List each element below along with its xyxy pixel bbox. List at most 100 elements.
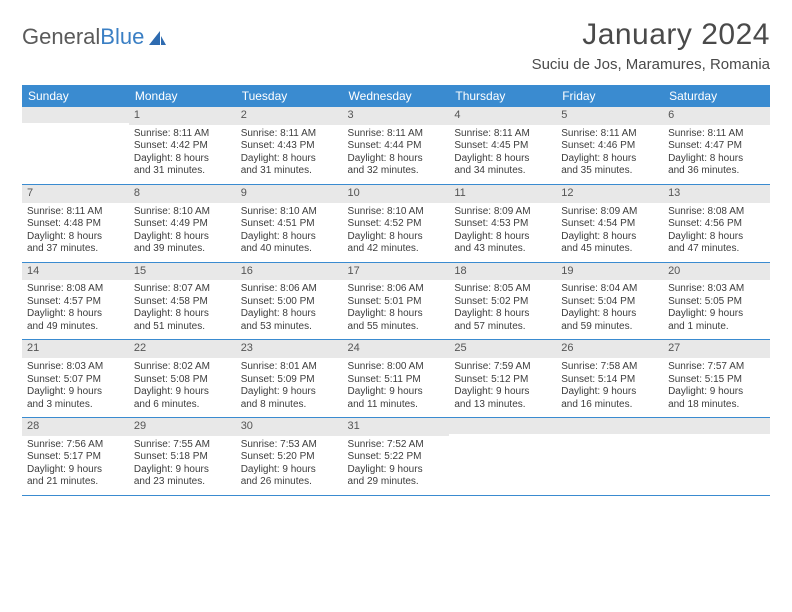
day-body: Sunrise: 8:10 AMSunset: 4:49 PMDaylight:… — [129, 203, 236, 262]
day-number: 16 — [236, 263, 343, 281]
calendar-table: Sunday Monday Tuesday Wednesday Thursday… — [22, 85, 770, 496]
day-line: Sunrise: 8:00 AM — [348, 361, 445, 374]
day-line: Sunrise: 7:57 AM — [668, 361, 765, 374]
day-line: Sunset: 4:47 PM — [668, 140, 765, 153]
day-line: Daylight: 9 hours — [241, 464, 338, 477]
day-line: Daylight: 8 hours — [454, 231, 551, 244]
day-line: Daylight: 9 hours — [134, 464, 231, 477]
day-line: and 26 minutes. — [241, 476, 338, 489]
day-line: Sunrise: 8:03 AM — [668, 283, 765, 296]
day-cell: 25Sunrise: 7:59 AMSunset: 5:12 PMDayligh… — [449, 340, 556, 418]
day-cell: 1Sunrise: 8:11 AMSunset: 4:42 PMDaylight… — [129, 107, 236, 184]
day-line: and 43 minutes. — [454, 243, 551, 256]
day-body — [449, 434, 556, 492]
logo: GeneralBlue — [22, 24, 167, 50]
day-line: Daylight: 8 hours — [27, 308, 124, 321]
day-cell: 17Sunrise: 8:06 AMSunset: 5:01 PMDayligh… — [343, 262, 450, 340]
day-number: 26 — [556, 340, 663, 358]
week-row: 7Sunrise: 8:11 AMSunset: 4:48 PMDaylight… — [22, 184, 770, 262]
day-line: Daylight: 8 hours — [134, 308, 231, 321]
day-line: Sunset: 5:22 PM — [348, 451, 445, 464]
day-line: and 13 minutes. — [454, 399, 551, 412]
day-cell — [22, 107, 129, 184]
day-number: 19 — [556, 263, 663, 281]
day-line: Sunset: 4:58 PM — [134, 296, 231, 309]
day-cell: 10Sunrise: 8:10 AMSunset: 4:52 PMDayligh… — [343, 184, 450, 262]
day-body: Sunrise: 7:52 AMSunset: 5:22 PMDaylight:… — [343, 436, 450, 495]
day-line: Sunset: 4:49 PM — [134, 218, 231, 231]
day-line: and 45 minutes. — [561, 243, 658, 256]
day-number: 23 — [236, 340, 343, 358]
day-body: Sunrise: 7:53 AMSunset: 5:20 PMDaylight:… — [236, 436, 343, 495]
day-line: Sunrise: 8:10 AM — [348, 206, 445, 219]
day-body: Sunrise: 8:03 AMSunset: 5:07 PMDaylight:… — [22, 358, 129, 417]
day-line: Sunrise: 8:05 AM — [454, 283, 551, 296]
day-line: Sunset: 4:48 PM — [27, 218, 124, 231]
day-body: Sunrise: 7:58 AMSunset: 5:14 PMDaylight:… — [556, 358, 663, 417]
day-body: Sunrise: 8:11 AMSunset: 4:44 PMDaylight:… — [343, 125, 450, 184]
day-cell — [663, 418, 770, 496]
day-line: Daylight: 8 hours — [27, 231, 124, 244]
day-number: 8 — [129, 185, 236, 203]
day-line: and 47 minutes. — [668, 243, 765, 256]
day-cell: 20Sunrise: 8:03 AMSunset: 5:05 PMDayligh… — [663, 262, 770, 340]
day-number: 9 — [236, 185, 343, 203]
dayhead-sun: Sunday — [22, 85, 129, 107]
day-line: Sunset: 4:52 PM — [348, 218, 445, 231]
day-line: and 23 minutes. — [134, 476, 231, 489]
day-cell: 9Sunrise: 8:10 AMSunset: 4:51 PMDaylight… — [236, 184, 343, 262]
dayhead-wed: Wednesday — [343, 85, 450, 107]
day-cell: 19Sunrise: 8:04 AMSunset: 5:04 PMDayligh… — [556, 262, 663, 340]
day-line: Sunset: 5:17 PM — [27, 451, 124, 464]
day-line: Daylight: 8 hours — [134, 153, 231, 166]
day-body: Sunrise: 8:01 AMSunset: 5:09 PMDaylight:… — [236, 358, 343, 417]
day-line: Sunrise: 8:11 AM — [27, 206, 124, 219]
day-number: 3 — [343, 107, 450, 125]
day-line: and 32 minutes. — [348, 165, 445, 178]
day-line: Sunrise: 8:03 AM — [27, 361, 124, 374]
day-cell: 31Sunrise: 7:52 AMSunset: 5:22 PMDayligh… — [343, 418, 450, 496]
day-line: Sunset: 5:01 PM — [348, 296, 445, 309]
day-body: Sunrise: 8:11 AMSunset: 4:43 PMDaylight:… — [236, 125, 343, 184]
day-number: 5 — [556, 107, 663, 125]
day-line: and 6 minutes. — [134, 399, 231, 412]
day-number: 29 — [129, 418, 236, 436]
day-number: 21 — [22, 340, 129, 358]
day-line: Sunset: 4:46 PM — [561, 140, 658, 153]
day-body: Sunrise: 7:59 AMSunset: 5:12 PMDaylight:… — [449, 358, 556, 417]
day-body: Sunrise: 8:08 AMSunset: 4:56 PMDaylight:… — [663, 203, 770, 262]
day-line: Daylight: 8 hours — [561, 153, 658, 166]
day-body — [22, 123, 129, 181]
day-cell: 5Sunrise: 8:11 AMSunset: 4:46 PMDaylight… — [556, 107, 663, 184]
day-cell: 8Sunrise: 8:10 AMSunset: 4:49 PMDaylight… — [129, 184, 236, 262]
day-line: Daylight: 9 hours — [27, 464, 124, 477]
day-number: 17 — [343, 263, 450, 281]
day-line: and 18 minutes. — [668, 399, 765, 412]
week-row: 1Sunrise: 8:11 AMSunset: 4:42 PMDaylight… — [22, 107, 770, 184]
day-line: Daylight: 8 hours — [241, 231, 338, 244]
day-line: Sunrise: 8:08 AM — [668, 206, 765, 219]
day-line: Sunrise: 8:11 AM — [241, 128, 338, 141]
day-line: Sunset: 4:54 PM — [561, 218, 658, 231]
day-line: and 57 minutes. — [454, 321, 551, 334]
day-line: Sunrise: 7:56 AM — [27, 439, 124, 452]
day-line: Sunrise: 8:11 AM — [348, 128, 445, 141]
day-line: Sunset: 5:09 PM — [241, 374, 338, 387]
day-number: 15 — [129, 263, 236, 281]
day-body: Sunrise: 8:11 AMSunset: 4:48 PMDaylight:… — [22, 203, 129, 262]
day-cell: 24Sunrise: 8:00 AMSunset: 5:11 PMDayligh… — [343, 340, 450, 418]
day-line: Sunset: 5:04 PM — [561, 296, 658, 309]
day-line: Sunset: 5:15 PM — [668, 374, 765, 387]
day-line: Sunset: 5:08 PM — [134, 374, 231, 387]
day-line: Sunrise: 8:09 AM — [454, 206, 551, 219]
calendar-body: 1Sunrise: 8:11 AMSunset: 4:42 PMDaylight… — [22, 107, 770, 495]
day-line: Sunrise: 8:04 AM — [561, 283, 658, 296]
day-body: Sunrise: 8:11 AMSunset: 4:47 PMDaylight:… — [663, 125, 770, 184]
day-number — [22, 107, 129, 123]
day-cell: 29Sunrise: 7:55 AMSunset: 5:18 PMDayligh… — [129, 418, 236, 496]
day-number — [663, 418, 770, 434]
day-line: Sunrise: 7:52 AM — [348, 439, 445, 452]
day-line: Daylight: 8 hours — [348, 231, 445, 244]
day-cell: 13Sunrise: 8:08 AMSunset: 4:56 PMDayligh… — [663, 184, 770, 262]
day-cell: 26Sunrise: 7:58 AMSunset: 5:14 PMDayligh… — [556, 340, 663, 418]
